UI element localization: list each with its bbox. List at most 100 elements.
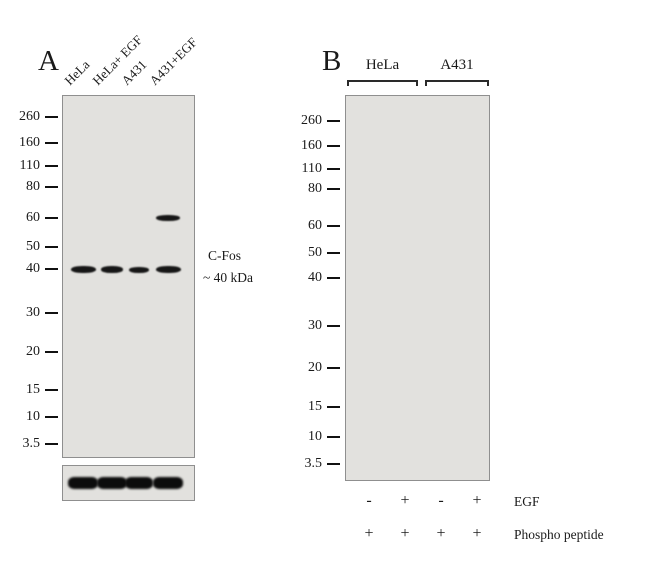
mw-marker-row: 50 xyxy=(8,239,58,255)
phospho-row-label: Phospho peptide xyxy=(514,527,604,542)
mw-value: 60 xyxy=(26,210,40,225)
mw-value: 50 xyxy=(308,245,322,260)
phospho-symbol-lane2: + xyxy=(400,525,410,542)
panel-a-label: A xyxy=(38,45,59,77)
mw-value: 30 xyxy=(308,318,322,333)
mw-tick xyxy=(327,145,340,147)
mw-tick xyxy=(45,312,58,314)
mw-tick xyxy=(327,188,340,190)
egf-row-label: EGF xyxy=(514,494,540,509)
mw-value: 80 xyxy=(26,179,40,194)
group-label-hela: HeLa xyxy=(365,57,400,73)
mw-value: 20 xyxy=(308,360,322,375)
mw-tick xyxy=(45,443,58,445)
lane-label-a431-egf: A431+EGF xyxy=(146,34,200,88)
mw-tick xyxy=(327,406,340,408)
mw-marker-row: 50 xyxy=(290,245,340,261)
mw-value: 260 xyxy=(19,109,40,124)
mw-value: 110 xyxy=(19,158,40,173)
mw-marker-row: 30 xyxy=(8,305,58,321)
mw-marker-row: 15 xyxy=(8,382,58,398)
mw-tick xyxy=(45,389,58,391)
mw-tick xyxy=(327,252,340,254)
mw-marker-row: 3.5 xyxy=(8,436,58,452)
band-cfos-lane4 xyxy=(156,266,181,273)
mw-tick xyxy=(45,246,58,248)
band-annotation-size: ~ 40 kDa xyxy=(203,270,254,285)
mw-marker-row: 80 xyxy=(290,181,340,197)
group-label-a431: A431 xyxy=(440,57,474,73)
mw-marker-row: 20 xyxy=(290,360,340,376)
mw-marker-row: 60 xyxy=(290,218,340,234)
panel-a-loading-control xyxy=(62,465,195,501)
band-cfos-lane2 xyxy=(101,266,123,273)
mw-marker-row: 15 xyxy=(290,399,340,415)
mw-tick xyxy=(327,120,340,122)
phospho-symbol-lane4: + xyxy=(472,525,482,542)
mw-value: 30 xyxy=(26,305,40,320)
mw-value: 3.5 xyxy=(304,456,323,471)
egf-symbol-lane4: + xyxy=(472,492,482,509)
loading-band-lane2 xyxy=(97,477,127,489)
mw-value: 15 xyxy=(308,399,322,414)
mw-value: 40 xyxy=(26,261,40,276)
mw-value: 15 xyxy=(26,382,40,397)
mw-marker-row: 40 xyxy=(290,270,340,286)
mw-tick xyxy=(45,142,58,144)
mw-value: 110 xyxy=(301,161,322,176)
egf-symbol-lane3: - xyxy=(438,492,444,509)
hela-bracket xyxy=(347,80,418,86)
mw-marker-row: 40 xyxy=(8,261,58,277)
loading-band-lane3 xyxy=(125,477,153,489)
band-cfos-lane3 xyxy=(129,267,149,273)
mw-marker-row: 10 xyxy=(290,429,340,445)
mw-tick xyxy=(327,367,340,369)
mw-marker-row: 10 xyxy=(8,409,58,425)
mw-marker-row: 3.5 xyxy=(290,456,340,472)
loading-band-lane1 xyxy=(68,477,98,489)
band-60kda-lane4 xyxy=(156,215,180,221)
phospho-symbol-lane1: + xyxy=(364,525,374,542)
mw-tick xyxy=(327,277,340,279)
panel-b-label: B xyxy=(322,45,342,77)
mw-value: 10 xyxy=(26,409,40,424)
mw-value: 160 xyxy=(19,135,40,150)
band-annotation-name: C-Fos xyxy=(208,248,242,263)
mw-tick xyxy=(327,325,340,327)
egf-symbol-lane1: - xyxy=(366,492,372,509)
mw-value: 160 xyxy=(301,138,322,153)
mw-marker-row: 160 xyxy=(290,138,340,154)
egf-symbol-lane2: + xyxy=(400,492,410,509)
mw-value: 80 xyxy=(308,181,322,196)
panel-b-blot xyxy=(345,95,490,481)
mw-marker-row: 110 xyxy=(8,158,58,174)
mw-marker-row: 80 xyxy=(8,179,58,195)
loading-band-lane4 xyxy=(153,477,183,489)
mw-marker-row: 30 xyxy=(290,318,340,334)
mw-tick xyxy=(327,168,340,170)
mw-tick xyxy=(45,268,58,270)
mw-tick xyxy=(45,116,58,118)
mw-value: 10 xyxy=(308,429,322,444)
a431-bracket xyxy=(425,80,489,86)
mw-marker-row: 20 xyxy=(8,344,58,360)
mw-tick xyxy=(45,165,58,167)
mw-tick xyxy=(45,217,58,219)
band-cfos-lane1 xyxy=(71,266,96,273)
mw-marker-row: 260 xyxy=(290,113,340,129)
panel-a-blot xyxy=(62,95,195,458)
mw-value: 50 xyxy=(26,239,40,254)
mw-marker-row: 260 xyxy=(8,109,58,125)
mw-tick xyxy=(327,436,340,438)
mw-value: 20 xyxy=(26,344,40,359)
mw-tick xyxy=(327,463,340,465)
mw-value: 260 xyxy=(301,113,322,128)
mw-marker-row: 110 xyxy=(290,161,340,177)
phospho-symbol-lane3: + xyxy=(436,525,446,542)
mw-tick xyxy=(45,351,58,353)
lane-label-hela: HeLa xyxy=(61,56,93,88)
mw-value: 60 xyxy=(308,218,322,233)
mw-tick xyxy=(45,186,58,188)
mw-marker-row: 160 xyxy=(8,135,58,151)
